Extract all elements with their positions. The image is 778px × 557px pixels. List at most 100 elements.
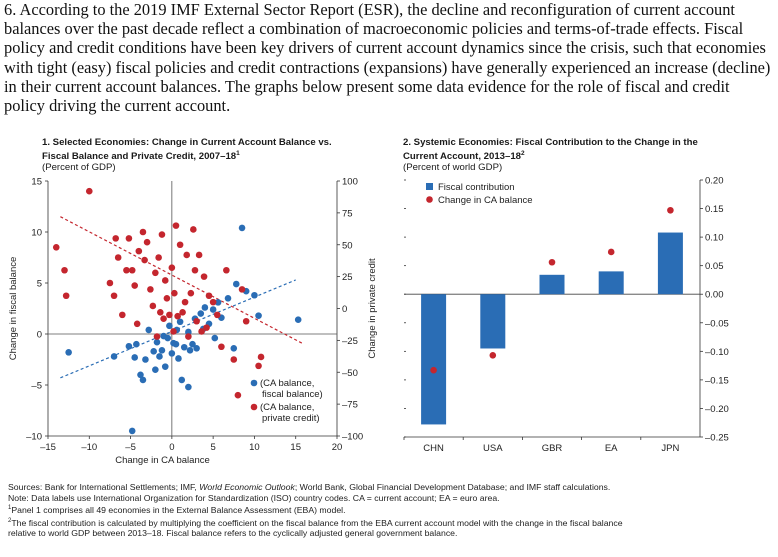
fiscal-point bbox=[172, 340, 180, 348]
y-axis-label: Change in fiscal balance bbox=[8, 257, 19, 361]
credit-point bbox=[153, 333, 161, 340]
fiscal-point bbox=[131, 354, 138, 361]
fiscal-point bbox=[211, 334, 219, 342]
y2-tick-label: –75 bbox=[342, 400, 358, 411]
fiscal-bar-gbr bbox=[539, 274, 565, 295]
x-tick-label: 15 bbox=[290, 442, 301, 453]
credit-point bbox=[190, 226, 197, 233]
ca-point-gbr bbox=[548, 258, 556, 266]
intro-paragraph: 6. According to the 2019 IMF External Se… bbox=[4, 0, 771, 116]
fiscal-point bbox=[193, 344, 200, 352]
credit-point bbox=[193, 317, 200, 325]
y-tick-label: 0.10 bbox=[705, 233, 724, 244]
legend-label: Change in CA balance bbox=[438, 195, 533, 206]
y-tick-label: 10 bbox=[31, 228, 42, 239]
y2-tick-label: 75 bbox=[342, 208, 353, 219]
credit-point bbox=[160, 315, 167, 322]
x-tick-label: CHN bbox=[423, 443, 444, 454]
credit-point bbox=[242, 317, 250, 325]
credit-point bbox=[158, 231, 166, 238]
credit-point bbox=[218, 343, 225, 351]
x-tick-label: 10 bbox=[249, 442, 260, 453]
y-tick-label: –0.20 bbox=[705, 404, 729, 415]
y2-tick-label: –50 bbox=[342, 368, 358, 379]
credit-point bbox=[125, 235, 133, 242]
legend-marker-bar bbox=[426, 183, 433, 190]
fiscal-point bbox=[180, 343, 188, 351]
credit-point bbox=[123, 266, 130, 274]
fiscal-point bbox=[164, 334, 172, 342]
fiscal-point bbox=[133, 340, 140, 348]
scatter-chart: –15 –10 –5 0 5 10 15 20–10–5051015–100–75–50–25… bbox=[8, 177, 378, 467]
credit-point bbox=[171, 289, 178, 297]
fiscal-point bbox=[145, 326, 153, 334]
x-tick-label: –10 bbox=[81, 442, 97, 453]
footnote-1: 1Panel 1 comprises all 49 economies in t… bbox=[8, 505, 346, 516]
credit-point bbox=[143, 238, 151, 246]
fiscal-point bbox=[185, 383, 192, 391]
fiscal-point bbox=[65, 349, 72, 356]
fiscal-point bbox=[166, 322, 173, 330]
fiscal-bar-ea bbox=[598, 271, 624, 295]
credit-point bbox=[141, 256, 148, 264]
credit-point bbox=[62, 292, 70, 300]
legend-marker-point bbox=[426, 196, 433, 203]
source-notes: Sources: Bank for International Settleme… bbox=[8, 482, 773, 539]
fiscal-point bbox=[209, 306, 217, 313]
fiscal-bar-jpn bbox=[657, 232, 683, 295]
trendline-credit bbox=[60, 216, 305, 345]
fiscal-point bbox=[185, 328, 192, 336]
fiscal-bar-chn bbox=[421, 294, 447, 425]
x-tick-label: 0 bbox=[169, 442, 174, 453]
x-tick-label: 5 bbox=[210, 442, 215, 453]
panel1-subtitle: (Percent of GDP) bbox=[42, 162, 116, 174]
ca-point-ea bbox=[607, 248, 615, 256]
y2-tick-label: 100 bbox=[342, 177, 358, 188]
fiscal-point bbox=[238, 224, 246, 232]
credit-point bbox=[135, 247, 143, 255]
credit-point bbox=[133, 320, 141, 328]
credit-point bbox=[85, 187, 93, 195]
y-tick-label: –0.15 bbox=[705, 375, 729, 386]
credit-point bbox=[61, 266, 68, 274]
y-tick-label: –0.10 bbox=[705, 347, 729, 358]
fiscal-point bbox=[214, 299, 222, 306]
ca-point-usa bbox=[489, 352, 497, 359]
y2-tick-label: 0 bbox=[342, 304, 347, 315]
fiscal-point bbox=[110, 353, 118, 360]
fiscal-point bbox=[197, 310, 205, 317]
fiscal-bar-usa bbox=[480, 294, 506, 349]
footnote-2: 2The fiscal contribution is calculated b… bbox=[8, 517, 623, 528]
credit-point bbox=[176, 241, 184, 249]
x-tick-label: USA bbox=[483, 443, 503, 454]
credit-point bbox=[191, 266, 199, 274]
credit-point bbox=[147, 286, 154, 293]
credit-point bbox=[187, 289, 195, 297]
footnote-2-cont: relative to world GDP between 2013–18. F… bbox=[8, 528, 458, 539]
panel2-subtitle: (Percent of world GDP) bbox=[403, 162, 503, 174]
y-tick-label: –0.05 bbox=[705, 318, 729, 329]
panel2-title-sup: 2 bbox=[521, 150, 525, 157]
credit-point bbox=[106, 279, 114, 287]
y2-tick-label: 25 bbox=[342, 272, 353, 283]
y-tick-label: 0.00 bbox=[705, 290, 724, 301]
x-tick-label: –15 bbox=[40, 442, 56, 453]
credit-point bbox=[128, 266, 136, 274]
credit-point bbox=[195, 251, 203, 259]
credit-point bbox=[131, 282, 138, 289]
credit-point bbox=[183, 251, 191, 259]
y2-tick-label: –25 bbox=[342, 336, 358, 347]
credit-point bbox=[223, 266, 230, 274]
credit-point bbox=[139, 228, 147, 236]
credit-point bbox=[230, 356, 238, 363]
sources-line: Sources: Bank for International Settleme… bbox=[8, 482, 611, 492]
x-tick-label: GBR bbox=[542, 443, 563, 454]
credit-point bbox=[161, 277, 169, 284]
credit-point bbox=[203, 324, 210, 331]
panel2-title: 2. Systemic Economies: Fiscal Contributi… bbox=[403, 137, 733, 173]
legend-label: (CA balance, private credit) bbox=[260, 402, 320, 424]
credit-point bbox=[200, 273, 208, 280]
panel1-title: 1. Selected Economies: Change in Current… bbox=[42, 137, 352, 173]
fiscal-point bbox=[128, 427, 136, 435]
y-tick-label: 0.20 bbox=[705, 176, 724, 187]
